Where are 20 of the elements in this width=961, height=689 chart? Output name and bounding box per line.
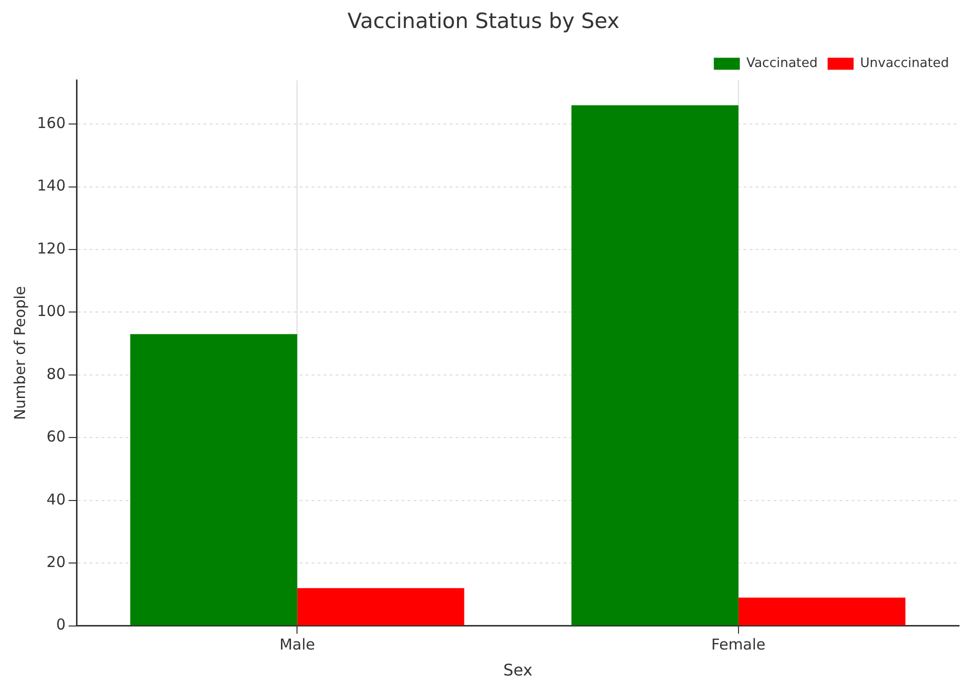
bar xyxy=(738,598,906,626)
bar xyxy=(130,334,298,626)
x-axis-title: Sex xyxy=(503,660,532,680)
legend-label: Unvaccinated xyxy=(860,56,949,72)
y-tick-label: 40 xyxy=(46,490,66,508)
y-axis-title: Number of People xyxy=(10,286,29,420)
y-tick-label: 120 xyxy=(36,239,66,258)
x-tick-label: Female xyxy=(711,636,766,654)
x-tick-label: Male xyxy=(279,636,315,654)
legend-label: Vaccinated xyxy=(746,56,818,72)
y-tick-label: 80 xyxy=(46,364,66,383)
y-tick-label: 0 xyxy=(56,616,66,634)
y-tick-label: 100 xyxy=(36,302,66,320)
bar xyxy=(297,588,464,626)
bar xyxy=(571,105,738,626)
y-tick-label: 140 xyxy=(36,176,66,195)
y-tick-label: 60 xyxy=(46,428,66,446)
chart-title: Vaccination Status by Sex xyxy=(348,9,620,34)
y-tick-label: 20 xyxy=(46,552,66,571)
y-tick-label: 160 xyxy=(36,114,66,132)
